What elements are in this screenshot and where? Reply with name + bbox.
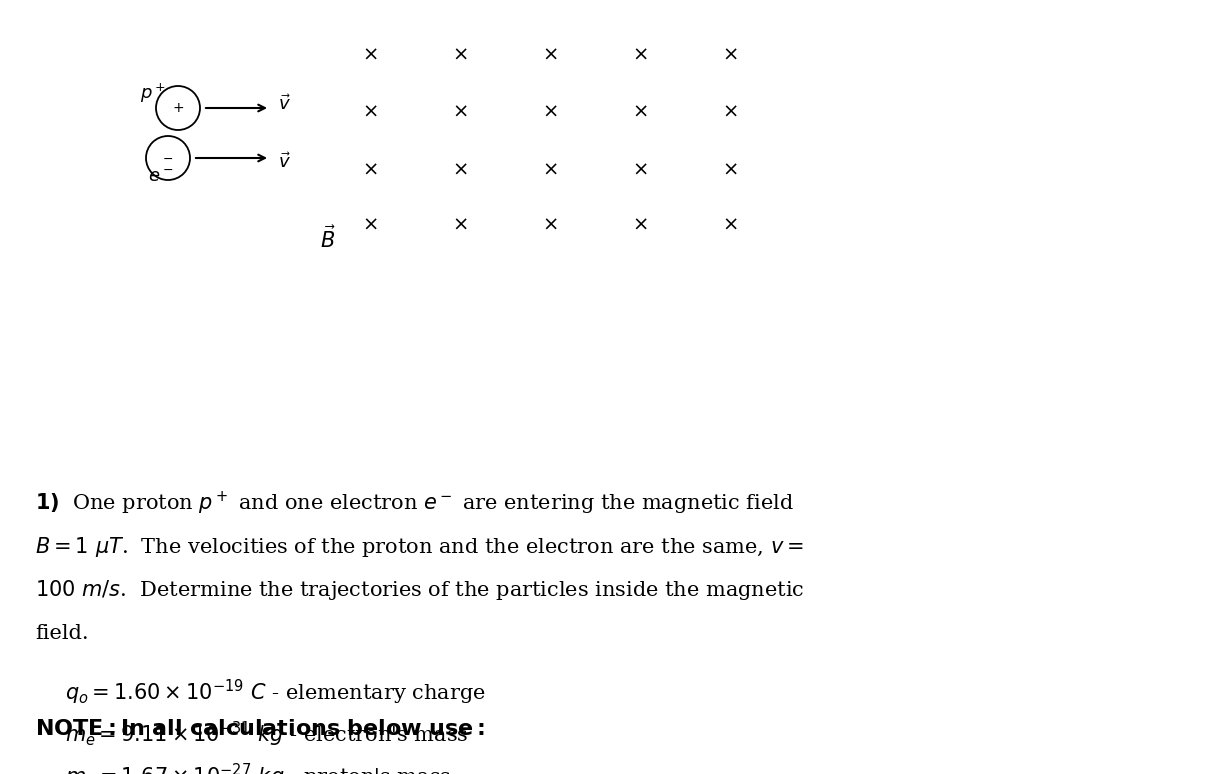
Text: $\times$: $\times$: [632, 103, 647, 121]
Text: $B = 1\ \mu T$.  The velocities of the proton and the electron are the same, $v : $B = 1\ \mu T$. The velocities of the pr…: [35, 535, 805, 559]
Text: $\times$: $\times$: [722, 161, 738, 179]
Text: $\times$: $\times$: [362, 46, 378, 64]
Text: $\times$: $\times$: [452, 46, 467, 64]
Text: $-$: $-$: [162, 152, 174, 165]
Text: $\times$: $\times$: [362, 103, 378, 121]
Text: $100\ m/s$.  Determine the trajectories of the particles inside the magnetic: $100\ m/s$. Determine the trajectories o…: [35, 578, 805, 602]
Text: field.: field.: [35, 624, 88, 643]
Text: $\times$: $\times$: [632, 161, 647, 179]
Text: $\times$: $\times$: [632, 216, 647, 234]
Text: $\times$: $\times$: [452, 161, 467, 179]
Text: $\mathbf{NOTE: In\ all\ calculations\ below\ use:}$: $\mathbf{NOTE: In\ all\ calculations\ be…: [35, 718, 486, 740]
Text: $\vec{v}$: $\vec{v}$: [278, 152, 291, 172]
Text: $\times$: $\times$: [542, 216, 558, 234]
Text: $\times$: $\times$: [542, 161, 558, 179]
Text: $\times$: $\times$: [452, 103, 467, 121]
Text: $\times$: $\times$: [722, 216, 738, 234]
Text: $\times$: $\times$: [452, 216, 467, 234]
Text: $m_p = 1.67 \times 10^{-27}\ kg$ - proton's mass: $m_p = 1.67 \times 10^{-27}\ kg$ - proto…: [65, 762, 452, 774]
Text: $\times$: $\times$: [722, 46, 738, 64]
Text: $\vec{v}$: $\vec{v}$: [278, 94, 291, 114]
Text: $\times$: $\times$: [362, 216, 378, 234]
Text: $\times$: $\times$: [542, 46, 558, 64]
Text: $\times$: $\times$: [362, 161, 378, 179]
Text: $\times$: $\times$: [542, 103, 558, 121]
Text: $\times$: $\times$: [632, 46, 647, 64]
Text: $q_o = 1.60 \times 10^{-19}\ C$ - elementary charge: $q_o = 1.60 \times 10^{-19}\ C$ - elemen…: [65, 677, 486, 707]
Text: $e^-$: $e^-$: [149, 168, 174, 186]
Text: $p^+$: $p^+$: [140, 82, 165, 105]
Text: $\vec{B}$: $\vec{B}$: [320, 225, 336, 252]
Text: $+$: $+$: [172, 101, 184, 115]
Text: $m_e = 9.11 \times 10^{-31}\ kg$ - electron's mass: $m_e = 9.11 \times 10^{-31}\ kg$ - elect…: [65, 720, 469, 748]
Text: $\times$: $\times$: [722, 103, 738, 121]
Text: $\mathbf{1)}$  One proton $p^+$ and one electron $e^-$ are entering the magnetic: $\mathbf{1)}$ One proton $p^+$ and one e…: [35, 490, 794, 517]
